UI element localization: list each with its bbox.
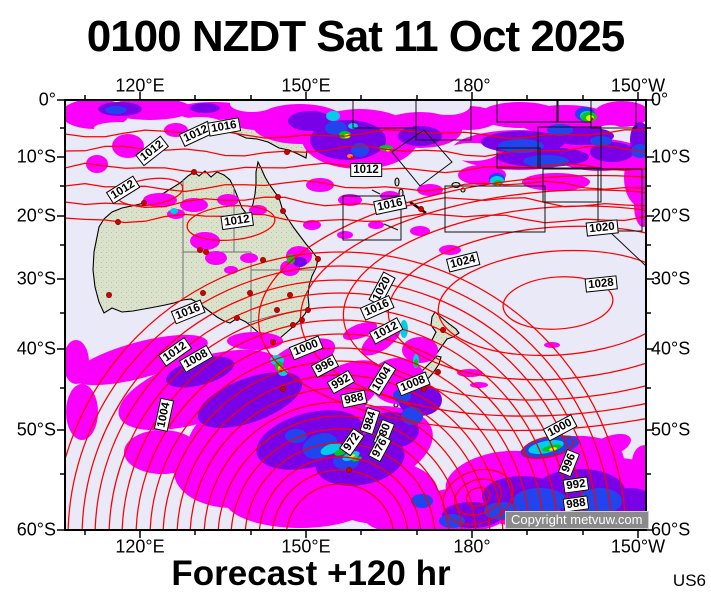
- axis-label-top: 120°E: [115, 75, 165, 96]
- city-marker: [274, 307, 280, 313]
- city-marker: [115, 219, 121, 225]
- city-marker: [305, 307, 311, 313]
- axis-label-right: 10°S: [651, 146, 691, 167]
- city-marker: [280, 208, 286, 214]
- axis-label-left: 20°S: [16, 205, 56, 226]
- chart-title: 0100 NZDT Sat 11 Oct 2025: [86, 12, 626, 61]
- axis-label-bottom: 180°: [453, 536, 491, 557]
- city-marker: [270, 339, 276, 345]
- city-marker: [284, 149, 290, 155]
- axis-label-left: 40°S: [16, 338, 56, 359]
- axis-label-right: 50°S: [651, 419, 691, 440]
- city-marker: [299, 317, 305, 323]
- city-marker: [440, 327, 446, 333]
- city-marker: [346, 467, 352, 473]
- city-marker: [203, 249, 209, 255]
- city-marker: [435, 369, 441, 375]
- axis-label-top: 150°E: [281, 75, 331, 96]
- axis-label-left: 0°: [38, 89, 56, 110]
- axis-label-right: 60°S: [651, 519, 691, 540]
- city-marker: [141, 200, 147, 206]
- city-marker: [247, 290, 253, 296]
- city-marker: [260, 257, 266, 263]
- axis-label-left: 10°S: [16, 146, 56, 167]
- axis-label-bottom: 150°W: [610, 536, 666, 557]
- axis-label-top: 180°: [453, 75, 491, 96]
- vanuatu-island: [394, 177, 400, 187]
- axis-label-right: 0°: [651, 89, 669, 110]
- axis-label-top: 150°W: [610, 75, 666, 96]
- city-marker: [280, 386, 286, 392]
- axis-label-left: 50°S: [16, 419, 56, 440]
- city-marker: [106, 292, 112, 298]
- copyright-badge: Copyright metvuw.com: [505, 511, 649, 529]
- isobar-contours: [66, 129, 645, 529]
- city-marker: [197, 247, 203, 253]
- new-caledonia-island: [409, 200, 427, 215]
- city-marker: [287, 292, 293, 298]
- boundary-boxes: [342, 101, 645, 266]
- city-marker: [315, 256, 321, 262]
- model-id-label: US6: [672, 571, 706, 590]
- city-marker: [290, 322, 296, 328]
- city-marker: [275, 194, 281, 200]
- axis-label-bottom: 150°E: [281, 536, 331, 557]
- axis-label-right: 30°S: [651, 268, 691, 289]
- axis-label-left: 30°S: [16, 268, 56, 289]
- city-marker: [200, 290, 206, 296]
- axis-label-right: 20°S: [651, 205, 691, 226]
- axis-label-right: 40°S: [651, 338, 691, 359]
- axis-label-bottom: 120°E: [115, 536, 165, 557]
- map-frame: [64, 99, 647, 531]
- axis-label-left: 60°S: [16, 519, 56, 540]
- city-marker: [191, 169, 197, 175]
- isobar-label: 1012: [350, 162, 382, 178]
- city-marker: [234, 315, 240, 321]
- forecast-hour-label: Forecast +120 hr: [171, 554, 451, 593]
- city-marker: [418, 206, 424, 212]
